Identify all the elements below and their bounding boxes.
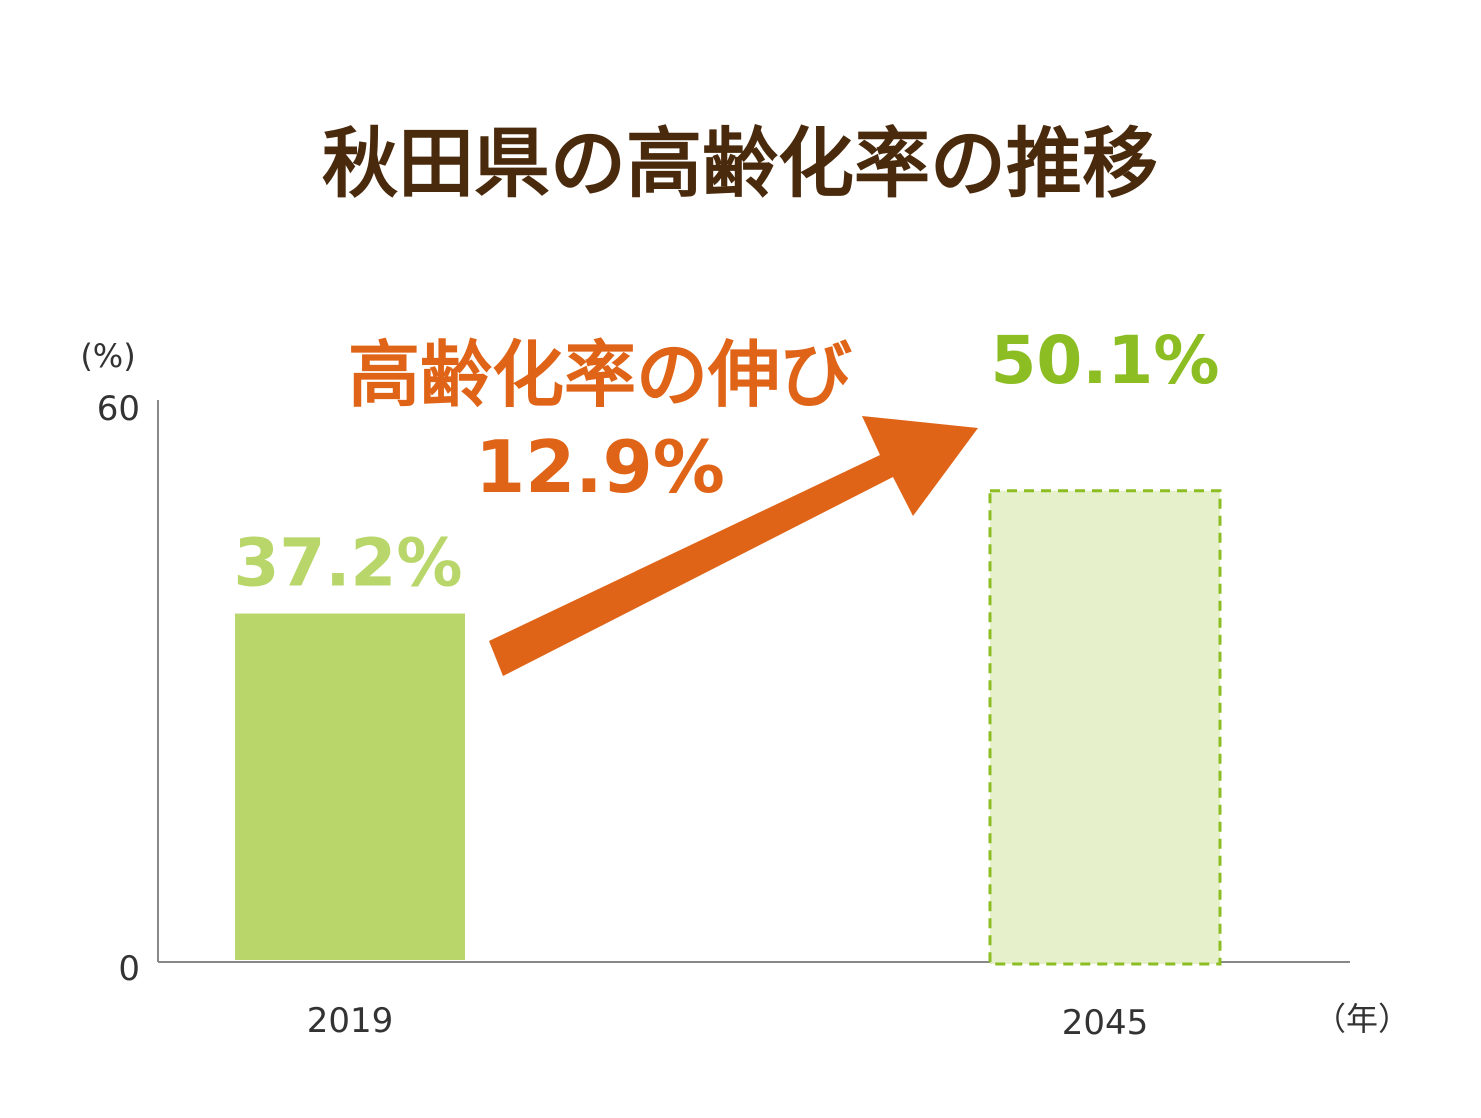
y-axis-label: (%) <box>80 337 135 375</box>
growth-annotation-heading: 高齢化率の伸び <box>348 333 852 417</box>
growth-annotation-value: 12.9% <box>475 425 725 509</box>
chart-title: 秋田県の高齢化率の推移 <box>322 119 1158 208</box>
x-tick-label-2019: 2019 <box>307 1001 394 1041</box>
y-tick-label-60: 60 <box>97 389 140 429</box>
x-tick-label-2045: 2045 <box>1062 1003 1149 1043</box>
bar-2019 <box>235 613 465 960</box>
y-tick-label-0: 0 <box>118 949 140 989</box>
growth-arrow <box>489 416 978 676</box>
x-axis-label: （年） <box>1314 1000 1410 1038</box>
bar-2045 <box>988 489 1222 966</box>
data-label-2045: 50.1% <box>991 322 1220 399</box>
data-label-2019: 37.2% <box>234 525 463 602</box>
